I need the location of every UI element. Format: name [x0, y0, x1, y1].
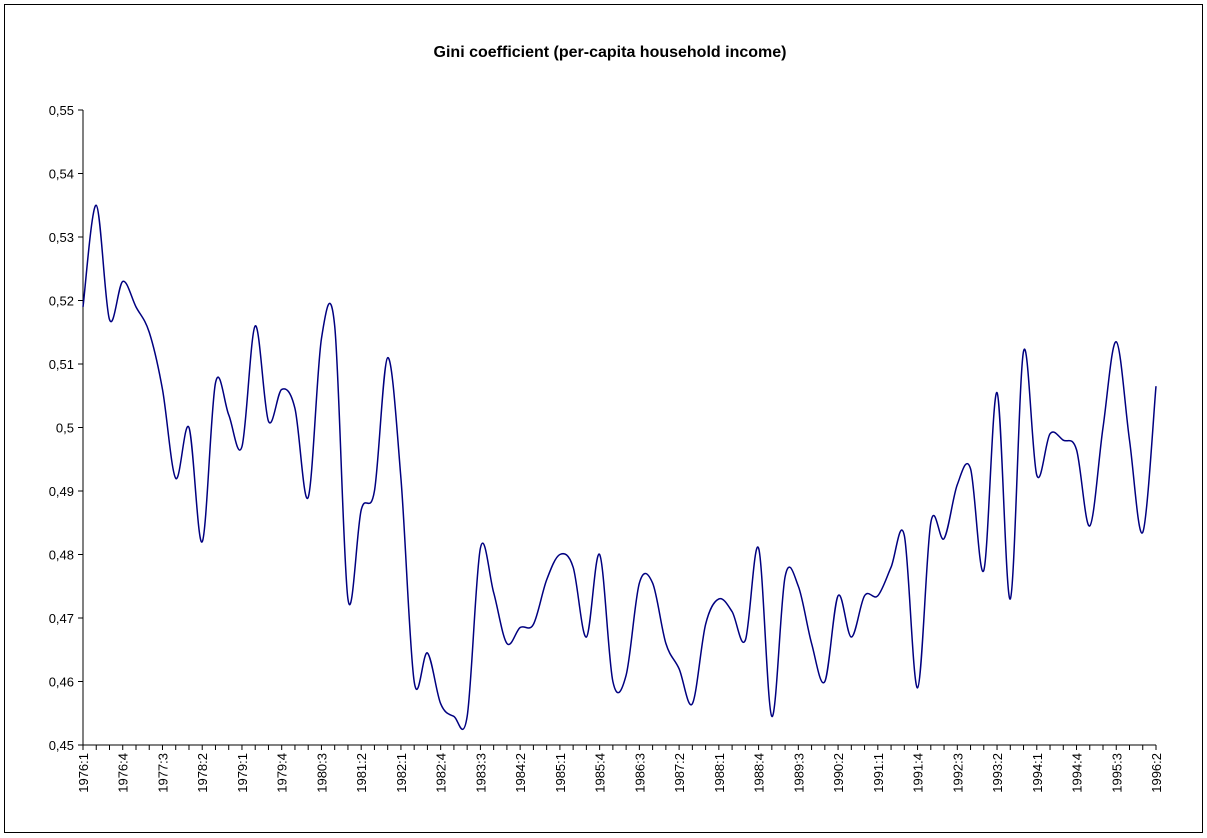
- y-tick-label: 0,49: [49, 484, 74, 499]
- chart-frame: [4, 4, 1203, 833]
- x-tick-label: 1994:4: [1070, 753, 1085, 793]
- y-tick-label: 0,47: [49, 611, 74, 626]
- y-tick-label: 0,51: [49, 357, 74, 372]
- x-tick-label: 1985:1: [553, 753, 568, 793]
- x-tick-label: 1978:2: [195, 753, 210, 793]
- x-tick-label: 1983:3: [473, 753, 488, 793]
- y-tick-label: 0,52: [49, 294, 74, 309]
- x-tick-label: 1985:4: [593, 753, 608, 793]
- y-tick-label: 0,5: [56, 421, 74, 436]
- x-tick-label: 1984:2: [513, 753, 528, 793]
- y-tick-label: 0,55: [49, 103, 74, 118]
- x-tick-label: 1993:2: [990, 753, 1005, 793]
- x-tick-label: 1986:3: [632, 753, 647, 793]
- y-tick-label: 0,45: [49, 738, 74, 753]
- y-tick-label: 0,54: [49, 167, 74, 182]
- x-tick-label: 1996:2: [1149, 753, 1164, 793]
- x-tick-label: 1980:3: [314, 753, 329, 793]
- x-tick-label: 1982:1: [394, 753, 409, 793]
- x-tick-label: 1989:3: [791, 753, 806, 793]
- x-tick-label: 1994:1: [1030, 753, 1045, 793]
- x-tick-label: 1976:4: [116, 753, 131, 793]
- x-tick-label: 1988:4: [752, 753, 767, 793]
- x-tick-label: 1979:1: [235, 753, 250, 793]
- y-tick-label: 0,46: [49, 675, 74, 690]
- y-tick-label: 0,53: [49, 230, 74, 245]
- x-tick-label: 1990:2: [831, 753, 846, 793]
- x-tick-label: 1992:3: [950, 753, 965, 793]
- x-tick-label: 1987:2: [672, 753, 687, 793]
- x-tick-label: 1982:4: [434, 753, 449, 793]
- data-line: [82, 204, 1157, 731]
- x-tick-label: 1991:4: [911, 753, 926, 793]
- x-tick-label: 1988:1: [712, 753, 727, 793]
- x-tick-label: 1977:3: [155, 753, 170, 793]
- x-tick-label: 1981:2: [354, 753, 369, 793]
- x-tick-label: 1995:3: [1109, 753, 1124, 793]
- x-tick-label: 1976:1: [76, 753, 91, 793]
- x-tick-label: 1991:1: [871, 753, 886, 793]
- x-tick-label: 1979:4: [275, 753, 290, 793]
- y-tick-label: 0,48: [49, 548, 74, 563]
- chart-title: Gini coefficient (per-capita household i…: [434, 44, 787, 61]
